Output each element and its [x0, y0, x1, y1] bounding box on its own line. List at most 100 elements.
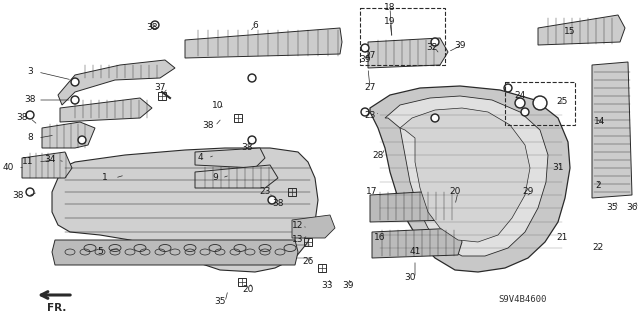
Circle shape: [504, 84, 512, 92]
Text: 27: 27: [364, 84, 376, 93]
Polygon shape: [372, 228, 462, 258]
Text: 35: 35: [606, 204, 618, 212]
Text: 10: 10: [212, 100, 224, 109]
Circle shape: [26, 111, 34, 119]
Text: 11: 11: [22, 158, 34, 167]
Polygon shape: [400, 108, 530, 242]
Text: 9: 9: [212, 174, 218, 182]
Text: 38: 38: [16, 114, 28, 122]
Text: 13: 13: [292, 235, 304, 244]
Bar: [505, 82, 575, 125]
Circle shape: [362, 109, 367, 115]
Text: 29: 29: [522, 188, 534, 197]
Text: 37: 37: [154, 84, 166, 93]
Bar: [288, 188, 296, 196]
Bar: [360, 8, 445, 65]
Circle shape: [269, 197, 275, 203]
Circle shape: [534, 98, 545, 108]
Circle shape: [72, 79, 77, 85]
Text: 1: 1: [102, 174, 108, 182]
Circle shape: [361, 44, 369, 52]
Circle shape: [152, 23, 157, 27]
Text: 14: 14: [595, 117, 605, 127]
Circle shape: [71, 96, 79, 104]
Circle shape: [79, 137, 84, 143]
Circle shape: [151, 21, 159, 29]
Circle shape: [362, 46, 367, 50]
Text: 23: 23: [364, 110, 376, 120]
Text: 17: 17: [366, 188, 378, 197]
Text: 39: 39: [342, 280, 354, 290]
Text: 30: 30: [404, 273, 416, 283]
Circle shape: [28, 113, 33, 117]
Text: 40: 40: [3, 162, 13, 172]
Circle shape: [433, 40, 438, 44]
Text: 25: 25: [556, 98, 568, 107]
Text: 21: 21: [556, 234, 568, 242]
Circle shape: [72, 98, 77, 102]
Text: 15: 15: [564, 27, 576, 36]
Text: 2: 2: [595, 181, 601, 189]
Text: 20: 20: [449, 188, 461, 197]
Polygon shape: [385, 96, 548, 256]
Circle shape: [250, 137, 255, 143]
Text: S9V4B4600: S9V4B4600: [498, 295, 547, 304]
Polygon shape: [368, 38, 448, 68]
Text: 36: 36: [627, 204, 637, 212]
Bar: [318, 264, 326, 272]
Text: 38: 38: [241, 144, 253, 152]
Text: 3: 3: [27, 68, 33, 77]
Bar: [304, 238, 312, 246]
Polygon shape: [370, 190, 460, 222]
Text: 33: 33: [321, 280, 333, 290]
Circle shape: [268, 196, 276, 204]
Circle shape: [248, 136, 256, 144]
Polygon shape: [195, 165, 278, 188]
Text: 26: 26: [302, 257, 314, 266]
Circle shape: [433, 115, 438, 121]
Bar: [158, 92, 166, 100]
Text: 41: 41: [410, 248, 420, 256]
Circle shape: [248, 74, 256, 82]
Text: 39: 39: [454, 41, 466, 49]
Circle shape: [28, 189, 33, 195]
Text: 38: 38: [12, 191, 24, 201]
Polygon shape: [52, 240, 298, 265]
Text: 8: 8: [27, 133, 33, 143]
Text: 22: 22: [593, 243, 604, 253]
Circle shape: [431, 114, 439, 122]
Text: 19: 19: [384, 18, 396, 26]
Text: 39: 39: [359, 56, 371, 64]
Text: 18: 18: [384, 4, 396, 12]
Polygon shape: [185, 28, 342, 58]
Circle shape: [521, 108, 529, 116]
Circle shape: [26, 188, 34, 196]
Circle shape: [533, 96, 547, 110]
Text: 6: 6: [252, 20, 258, 29]
Text: 20: 20: [243, 285, 253, 293]
Text: 24: 24: [515, 91, 525, 100]
Circle shape: [250, 76, 255, 80]
Text: 32: 32: [426, 43, 438, 53]
Text: 34: 34: [44, 155, 56, 165]
Polygon shape: [292, 215, 335, 238]
Text: 23: 23: [259, 188, 271, 197]
Text: 38: 38: [202, 122, 214, 130]
Text: 35: 35: [214, 298, 226, 307]
Circle shape: [506, 85, 511, 91]
Circle shape: [515, 98, 525, 108]
Bar: [238, 278, 246, 286]
Polygon shape: [58, 60, 175, 105]
Circle shape: [71, 78, 79, 86]
Circle shape: [516, 100, 524, 107]
Polygon shape: [42, 122, 95, 148]
Polygon shape: [22, 152, 72, 178]
Text: 12: 12: [292, 221, 304, 231]
Text: 16: 16: [374, 234, 386, 242]
Text: 31: 31: [552, 164, 564, 173]
Text: 5: 5: [97, 247, 103, 256]
Text: 28: 28: [372, 151, 384, 160]
Polygon shape: [60, 98, 152, 122]
Circle shape: [361, 108, 369, 116]
Circle shape: [78, 136, 86, 144]
